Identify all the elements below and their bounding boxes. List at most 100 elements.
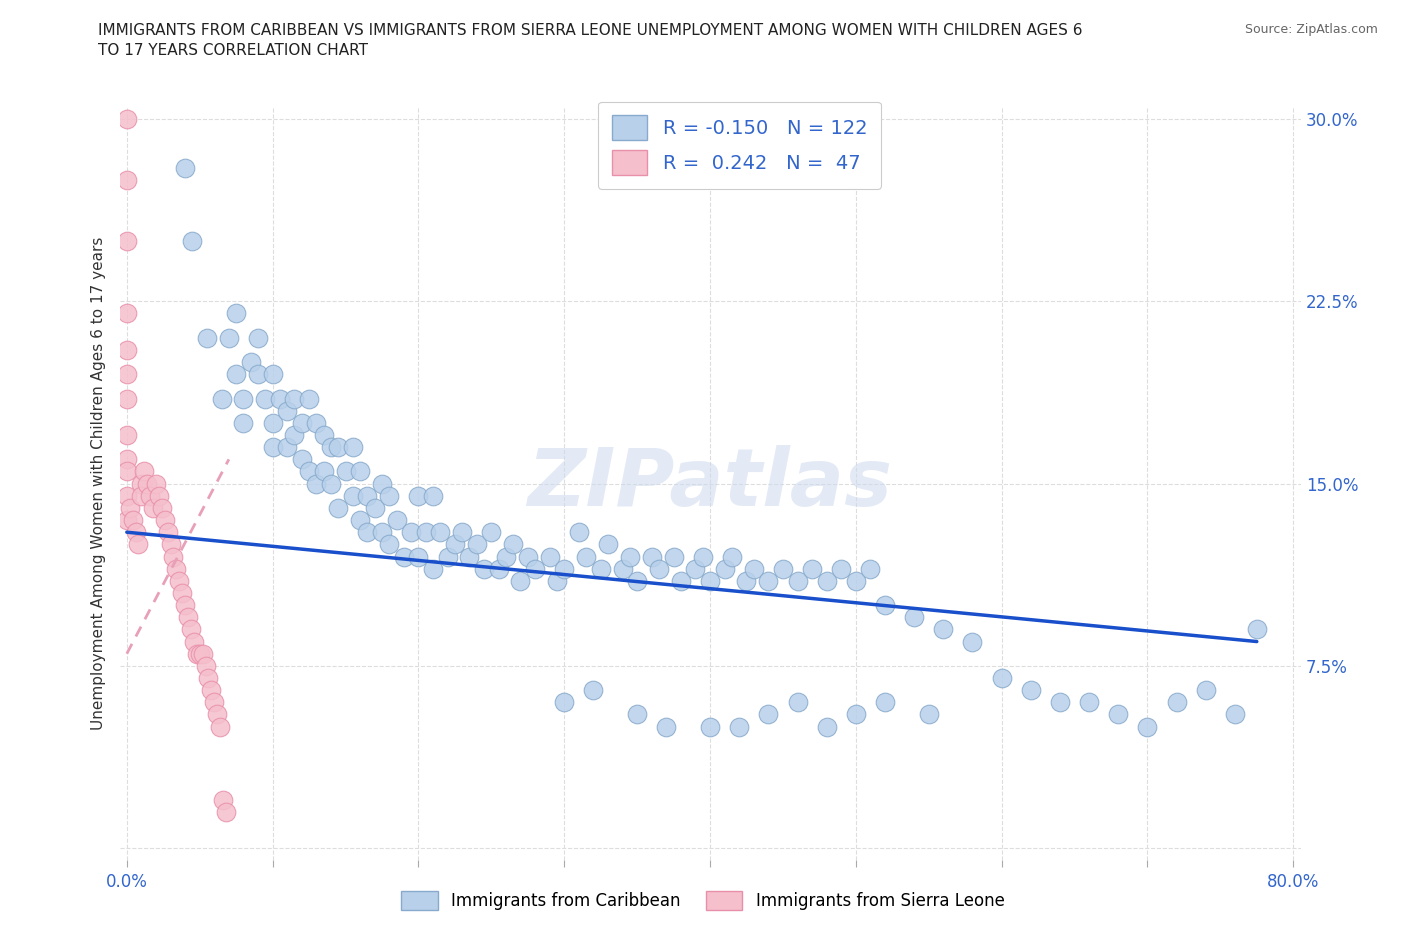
Point	[172, 586, 194, 601]
Point	[181, 233, 204, 248]
Point	[756, 707, 779, 722]
Point	[815, 719, 838, 734]
Point	[328, 440, 350, 455]
Point	[131, 488, 153, 503]
Point	[159, 537, 181, 551]
Point	[619, 549, 641, 564]
Point	[115, 233, 138, 248]
Point	[408, 488, 430, 503]
Point	[283, 392, 305, 406]
Point	[200, 683, 222, 698]
Point	[721, 549, 744, 564]
Point	[903, 610, 925, 625]
Point	[465, 537, 488, 551]
Point	[276, 440, 298, 455]
Point	[685, 561, 707, 576]
Point	[669, 574, 692, 589]
Point	[115, 342, 138, 357]
Point	[422, 561, 444, 576]
Point	[612, 561, 634, 576]
Point	[575, 549, 598, 564]
Point	[127, 537, 149, 551]
Point	[1246, 622, 1268, 637]
Point	[169, 574, 191, 589]
Point	[262, 440, 284, 455]
Point	[626, 707, 648, 722]
Point	[422, 488, 444, 503]
Point	[312, 464, 335, 479]
Point	[472, 561, 495, 576]
Point	[134, 464, 156, 479]
Point	[319, 440, 342, 455]
Point	[444, 537, 467, 551]
Point	[150, 500, 173, 515]
Point	[845, 574, 868, 589]
Point	[247, 330, 270, 345]
Point	[180, 622, 202, 637]
Point	[312, 428, 335, 443]
Point	[1107, 707, 1129, 722]
Point	[291, 416, 314, 431]
Point	[429, 525, 451, 539]
Point	[194, 658, 217, 673]
Point	[371, 476, 394, 491]
Point	[115, 392, 138, 406]
Point	[162, 549, 184, 564]
Point	[247, 366, 270, 381]
Point	[1223, 707, 1246, 722]
Point	[932, 622, 955, 637]
Point	[873, 598, 896, 613]
Point	[156, 525, 179, 539]
Point	[209, 719, 232, 734]
Point	[142, 500, 165, 515]
Point	[174, 598, 197, 613]
Point	[699, 719, 721, 734]
Point	[451, 525, 474, 539]
Point	[202, 695, 225, 710]
Point	[124, 525, 146, 539]
Point	[283, 428, 305, 443]
Point	[1136, 719, 1159, 734]
Point	[298, 464, 321, 479]
Point	[1019, 683, 1042, 698]
Point	[254, 392, 277, 406]
Point	[568, 525, 591, 539]
Point	[115, 464, 138, 479]
Point	[815, 574, 838, 589]
Y-axis label: Unemployment Among Women with Children Ages 6 to 17 years: Unemployment Among Women with Children A…	[91, 237, 107, 730]
Point	[990, 671, 1012, 685]
Point	[115, 366, 138, 381]
Point	[269, 392, 291, 406]
Point	[145, 476, 167, 491]
Point	[148, 488, 170, 503]
Point	[662, 549, 685, 564]
Point	[516, 549, 538, 564]
Point	[215, 804, 238, 819]
Point	[962, 634, 984, 649]
Point	[1195, 683, 1218, 698]
Point	[655, 719, 678, 734]
Point	[121, 512, 143, 527]
Point	[225, 366, 247, 381]
Point	[239, 354, 262, 369]
Point	[553, 561, 575, 576]
Point	[479, 525, 502, 539]
Point	[305, 416, 328, 431]
Legend: Immigrants from Caribbean, Immigrants from Sierra Leone: Immigrants from Caribbean, Immigrants fr…	[395, 884, 1011, 917]
Text: IMMIGRANTS FROM CARIBBEAN VS IMMIGRANTS FROM SIERRA LEONE UNEMPLOYMENT AMONG WOM: IMMIGRANTS FROM CARIBBEAN VS IMMIGRANTS …	[98, 23, 1083, 58]
Point	[692, 549, 714, 564]
Point	[408, 549, 430, 564]
Point	[328, 500, 350, 515]
Point	[1078, 695, 1101, 710]
Point	[845, 707, 868, 722]
Point	[553, 695, 575, 710]
Point	[212, 792, 235, 807]
Point	[218, 330, 240, 345]
Point	[291, 452, 314, 467]
Point	[641, 549, 664, 564]
Point	[873, 695, 896, 710]
Text: Source: ZipAtlas.com: Source: ZipAtlas.com	[1244, 23, 1378, 36]
Point	[830, 561, 852, 576]
Point	[115, 112, 138, 126]
Point	[735, 574, 758, 589]
